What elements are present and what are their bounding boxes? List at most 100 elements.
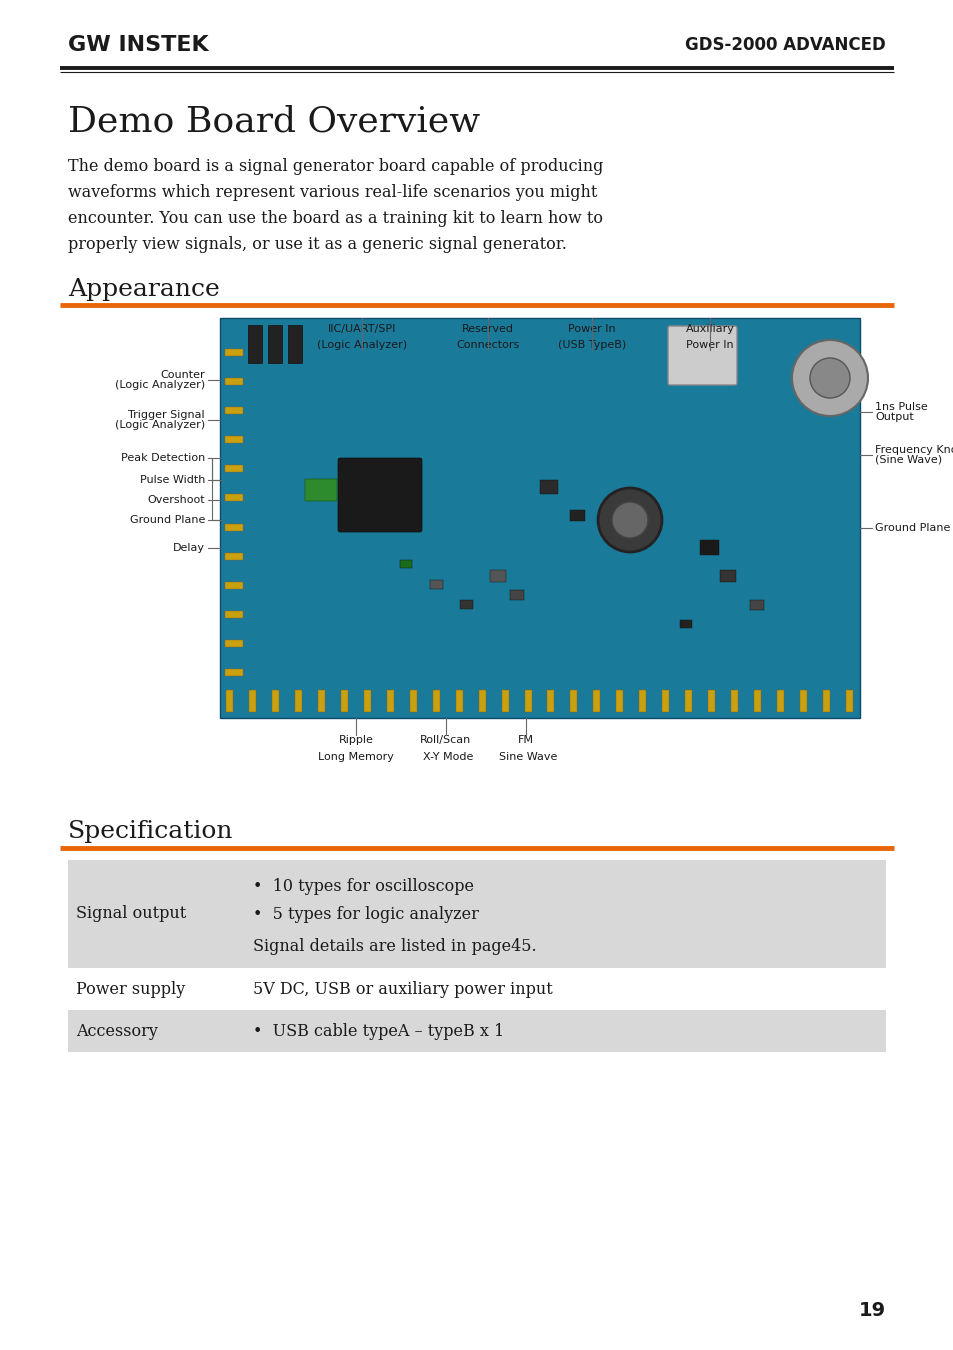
Bar xyxy=(225,378,243,385)
Bar xyxy=(749,599,763,610)
Bar xyxy=(639,690,645,711)
Text: Pulse Width: Pulse Width xyxy=(139,475,205,485)
Bar xyxy=(569,510,584,521)
Text: Roll/Scan: Roll/Scan xyxy=(420,734,471,745)
FancyBboxPatch shape xyxy=(305,479,336,501)
Text: Output: Output xyxy=(874,412,913,423)
Bar xyxy=(593,690,599,711)
Bar xyxy=(225,640,243,647)
Text: Signal details are listed in page45.: Signal details are listed in page45. xyxy=(253,938,536,954)
Text: Power In: Power In xyxy=(685,340,733,350)
Bar xyxy=(478,690,485,711)
Text: Reserved: Reserved xyxy=(461,324,514,333)
Text: GDS-2000 ADVANCED: GDS-2000 ADVANCED xyxy=(684,36,885,54)
Bar xyxy=(524,690,531,711)
Bar xyxy=(225,408,243,414)
Text: IIC/UART/SPI: IIC/UART/SPI xyxy=(328,324,395,333)
Bar xyxy=(272,690,278,711)
Bar xyxy=(539,481,558,494)
Bar xyxy=(225,494,243,501)
Circle shape xyxy=(809,358,849,398)
Text: •  5 types for logic analyzer: • 5 types for logic analyzer xyxy=(253,906,478,923)
Text: Signal output: Signal output xyxy=(76,906,186,922)
Circle shape xyxy=(612,502,647,539)
Bar xyxy=(288,325,302,363)
Text: 1ns Pulse: 1ns Pulse xyxy=(874,402,926,412)
Text: 19: 19 xyxy=(858,1300,885,1319)
Bar xyxy=(386,690,394,711)
Bar xyxy=(707,690,715,711)
Text: Frequency Knob: Frequency Knob xyxy=(874,446,953,455)
Bar xyxy=(225,610,243,618)
Bar xyxy=(340,690,348,711)
Bar xyxy=(754,690,760,711)
Bar xyxy=(510,590,523,599)
Circle shape xyxy=(598,487,661,552)
Text: (Logic Analyzer): (Logic Analyzer) xyxy=(316,340,407,350)
Text: Accessory: Accessory xyxy=(76,1022,157,1040)
Bar xyxy=(679,620,691,628)
Text: Peak Detection: Peak Detection xyxy=(121,454,205,463)
Bar xyxy=(225,670,243,676)
Bar xyxy=(459,599,473,609)
Bar xyxy=(363,690,371,711)
Bar xyxy=(433,690,439,711)
Text: Ripple: Ripple xyxy=(338,734,373,745)
Text: Connectors: Connectors xyxy=(456,340,519,350)
Bar xyxy=(294,690,301,711)
Bar xyxy=(456,690,462,711)
Text: properly view signals, or use it as a generic signal generator.: properly view signals, or use it as a ge… xyxy=(68,236,566,252)
Bar xyxy=(226,690,233,711)
Bar xyxy=(225,350,243,356)
Bar xyxy=(399,560,412,568)
Text: •  USB cable typeA – typeB x 1: • USB cable typeA – typeB x 1 xyxy=(253,1022,504,1040)
Bar xyxy=(225,524,243,531)
Text: (USB TypeB): (USB TypeB) xyxy=(558,340,625,350)
Bar xyxy=(409,690,416,711)
Bar xyxy=(700,540,719,555)
Bar xyxy=(616,690,622,711)
Text: (Logic Analyzer): (Logic Analyzer) xyxy=(114,420,205,431)
Text: Demo Board Overview: Demo Board Overview xyxy=(68,105,479,139)
Text: X-Y Mode: X-Y Mode xyxy=(422,752,473,761)
Bar xyxy=(547,690,554,711)
Text: (Logic Analyzer): (Logic Analyzer) xyxy=(114,379,205,390)
Text: Delay: Delay xyxy=(172,543,205,554)
Bar xyxy=(68,968,885,1010)
Bar xyxy=(248,325,262,363)
Text: Auxiliary: Auxiliary xyxy=(685,324,734,333)
Bar xyxy=(490,570,505,582)
Bar xyxy=(249,690,255,711)
Text: Power supply: Power supply xyxy=(76,980,185,998)
Text: Overshoot: Overshoot xyxy=(147,495,205,505)
Bar xyxy=(317,690,325,711)
Text: Counter: Counter xyxy=(160,370,205,379)
Bar xyxy=(730,690,738,711)
Text: Ground Plane: Ground Plane xyxy=(130,514,205,525)
Circle shape xyxy=(791,340,867,416)
Bar xyxy=(225,582,243,589)
Bar xyxy=(225,466,243,472)
Bar xyxy=(68,1010,885,1052)
Bar xyxy=(68,860,885,968)
Bar xyxy=(777,690,783,711)
Text: Appearance: Appearance xyxy=(68,278,219,301)
Bar xyxy=(661,690,669,711)
Text: 5V DC, USB or auxiliary power input: 5V DC, USB or auxiliary power input xyxy=(253,980,552,998)
Bar xyxy=(268,325,282,363)
Text: Specification: Specification xyxy=(68,819,233,842)
FancyBboxPatch shape xyxy=(667,325,737,385)
Text: FM: FM xyxy=(517,734,534,745)
Bar xyxy=(501,690,508,711)
Text: GW INSTEK: GW INSTEK xyxy=(68,35,209,55)
Text: (Sine Wave): (Sine Wave) xyxy=(874,455,942,464)
Bar xyxy=(225,436,243,443)
Bar xyxy=(684,690,692,711)
Bar xyxy=(225,552,243,560)
Bar xyxy=(845,690,852,711)
Bar xyxy=(822,690,829,711)
FancyBboxPatch shape xyxy=(337,458,421,532)
Text: Long Memory: Long Memory xyxy=(317,752,394,761)
Bar xyxy=(800,690,806,711)
Text: The demo board is a signal generator board capable of producing: The demo board is a signal generator boa… xyxy=(68,158,602,176)
